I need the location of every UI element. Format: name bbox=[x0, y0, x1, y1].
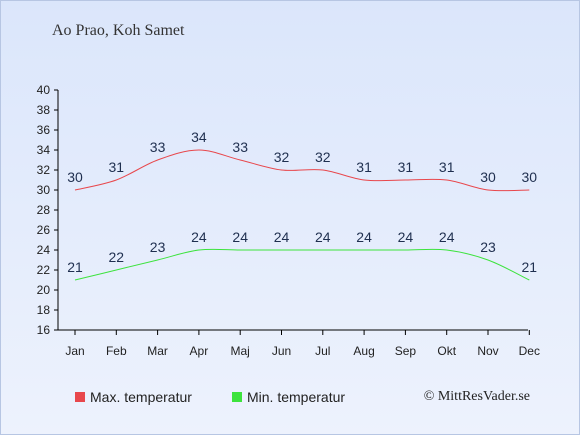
y-tick-label: 16 bbox=[37, 323, 51, 337]
max-data-label: 32 bbox=[315, 149, 331, 165]
min-data-label: 22 bbox=[109, 249, 125, 265]
max-data-label: 30 bbox=[522, 169, 538, 185]
min-temperature-line bbox=[74, 248, 530, 281]
x-tick-label: Feb bbox=[106, 344, 127, 358]
y-tick-label: 22 bbox=[37, 263, 51, 277]
axes: 16 18 20 22 24 26 28 30 32 34 36 38 40 Jan Feb Mar Apr Ma… bbox=[37, 83, 540, 358]
x-tick-label: Jul bbox=[315, 344, 330, 358]
min-data-label: 24 bbox=[274, 229, 290, 245]
x-tick-label: Okt bbox=[437, 344, 456, 358]
max-data-label: 30 bbox=[67, 169, 83, 185]
max-data-label: 34 bbox=[191, 129, 207, 145]
max-data-label: 33 bbox=[150, 139, 166, 155]
max-data-label: 31 bbox=[398, 159, 414, 175]
x-tick-label: Jan bbox=[65, 344, 84, 358]
site-credit: © MittResVader.se bbox=[423, 389, 530, 404]
max-data-label: 31 bbox=[109, 159, 125, 175]
x-tick-label: Apr bbox=[190, 344, 209, 358]
min-data-label: 24 bbox=[315, 229, 331, 245]
y-tick-label: 28 bbox=[37, 203, 51, 217]
y-tick-label: 20 bbox=[37, 283, 51, 297]
legend-item-min: Min. temperatur bbox=[232, 389, 345, 405]
y-tick-label: 34 bbox=[37, 143, 51, 157]
legend-swatch-min bbox=[232, 392, 242, 402]
min-data-label: 24 bbox=[191, 229, 207, 245]
y-tick-label: 32 bbox=[37, 163, 51, 177]
x-tick-label: Dec bbox=[519, 344, 540, 358]
x-tick-label: Jun bbox=[272, 344, 291, 358]
y-tick-label: 18 bbox=[37, 303, 51, 317]
y-tick-label: 24 bbox=[37, 243, 51, 257]
data-labels: 30 31 33 34 33 32 32 31 31 31 30 30 21 22 23 24 24 24 24 24… bbox=[67, 129, 537, 275]
y-tick-label: 26 bbox=[37, 223, 51, 237]
max-data-label: 33 bbox=[232, 139, 248, 155]
min-data-label: 24 bbox=[232, 229, 248, 245]
x-tick-label: Aug bbox=[353, 344, 374, 358]
x-tick-label: Maj bbox=[231, 344, 250, 358]
series-lines bbox=[74, 149, 530, 281]
min-data-label: 24 bbox=[439, 229, 455, 245]
legend-label-max: Max. temperatur bbox=[90, 389, 192, 405]
max-data-label: 32 bbox=[274, 149, 290, 165]
legend-swatch-max bbox=[75, 392, 85, 402]
min-data-label: 21 bbox=[522, 259, 538, 275]
min-data-label: 23 bbox=[150, 239, 166, 255]
max-data-label: 30 bbox=[480, 169, 496, 185]
y-tick-label: 38 bbox=[37, 103, 51, 117]
y-tick-label: 36 bbox=[37, 123, 51, 137]
chart-title: Ao Prao, Koh Samet bbox=[52, 22, 185, 39]
temperature-chart: 16 18 20 22 24 26 28 30 32 34 36 38 40 Jan Feb Mar Apr Ma… bbox=[37, 83, 540, 358]
max-data-label: 31 bbox=[439, 159, 455, 175]
x-tick-label: Mar bbox=[147, 344, 168, 358]
y-tick-label: 40 bbox=[37, 83, 51, 97]
x-tick-label: Sep bbox=[395, 344, 417, 358]
legend-label-min: Min. temperatur bbox=[247, 389, 346, 405]
legend: Max. temperatur Min. temperatur bbox=[75, 389, 545, 409]
min-data-label: 23 bbox=[480, 239, 496, 255]
max-data-label: 31 bbox=[356, 159, 372, 175]
legend-item-max: Max. temperatur bbox=[75, 389, 192, 405]
min-data-label: 21 bbox=[67, 259, 83, 275]
min-data-label: 24 bbox=[356, 229, 372, 245]
max-temperature-line bbox=[74, 149, 530, 192]
y-tick-label: 30 bbox=[37, 183, 51, 197]
x-tick-label: Nov bbox=[477, 344, 498, 358]
min-data-label: 24 bbox=[398, 229, 414, 245]
